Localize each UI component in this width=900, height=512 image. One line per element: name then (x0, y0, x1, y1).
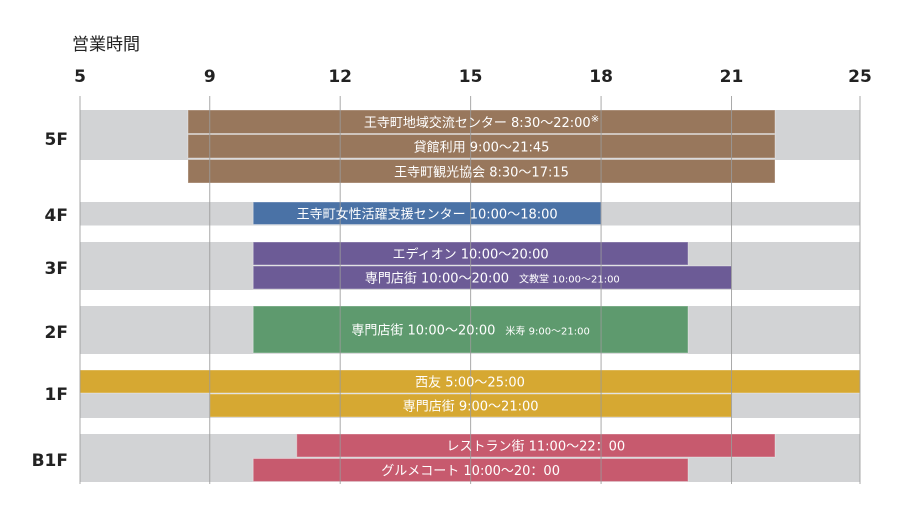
bar-label-main: 西友 5:00〜25:00 (415, 375, 525, 391)
floor-label-2F: 2F (45, 323, 68, 343)
bar-label-note: ※ (591, 114, 599, 125)
bar-label: 王寺町観光協会 8:30〜17:15 (394, 165, 569, 180)
bar-label-main: 専門店街 10:00〜20:00 (365, 272, 509, 287)
floor-label-1F: 1F (45, 385, 68, 405)
bar-label: グルメコート 10:00〜20：00 (381, 464, 560, 479)
bar-label: 専門店街 10:00〜20:00 文教堂 10:00〜21:00 (365, 272, 620, 287)
bar-label-main: 王寺町地域交流センター 8:30〜22:00 (364, 115, 591, 131)
bar-label-main: グルメコート 10:00〜20：00 (381, 464, 560, 479)
bar-label-main: 専門店街 9:00〜21:00 (403, 400, 539, 415)
bar-label: エディオン 10:00〜20:00 (393, 247, 549, 263)
bar-label-main: エディオン 10:00〜20:00 (393, 247, 549, 263)
x-tick-label: 21 (720, 67, 744, 87)
x-tick-label: 5 (74, 67, 86, 87)
bar-5F-1 (187, 134, 776, 159)
x-tick-label: 12 (328, 67, 352, 87)
chart-title: 営業時間 (72, 35, 140, 55)
bar-label-main: 王寺町観光協会 8:30〜17:15 (394, 165, 569, 180)
x-tick-label: 18 (589, 67, 613, 87)
bar-label: 専門店街 9:00〜21:00 (403, 400, 539, 415)
x-tick-label: 9 (204, 67, 216, 87)
bar-sublabel: 文教堂 10:00〜21:00 (519, 273, 620, 286)
bar-label: レストラン街 11:00〜22：00 (447, 440, 626, 455)
bar-label: 王寺町女性活躍支援センター 10:00〜18:00 (297, 206, 558, 222)
x-tick-label: 25 (848, 67, 872, 87)
bar-sublabel: 米寿 9:00〜21:00 (505, 325, 589, 338)
floor-label-4F: 4F (45, 206, 68, 226)
bar-5F-2 (187, 159, 776, 184)
bar-label-main: レストラン街 11:00〜22：00 (447, 440, 626, 455)
floor-label-5F: 5F (45, 130, 68, 150)
bar-label-main: 専門店街 10:00〜20:00 (351, 324, 495, 339)
bar-label-main: 王寺町女性活躍支援センター 10:00〜18:00 (297, 206, 558, 222)
floor-label-B1F: B1F (32, 451, 68, 471)
bar-label: 貸館利用 9:00〜21:45 (414, 139, 550, 155)
floor-label-3F: 3F (45, 259, 68, 279)
bar-B1F-0 (296, 433, 776, 458)
x-tick-label: 15 (459, 67, 483, 87)
bar-5F-0 (187, 109, 776, 134)
bar-label: 西友 5:00〜25:00 (415, 375, 525, 391)
bar-label-main: 貸館利用 9:00〜21:45 (414, 139, 550, 155)
bar-label: 専門店街 10:00〜20:00 米寿 9:00〜21:00 (351, 324, 590, 339)
bar-label: 王寺町地域交流センター 8:30〜22:00※ (364, 114, 599, 131)
